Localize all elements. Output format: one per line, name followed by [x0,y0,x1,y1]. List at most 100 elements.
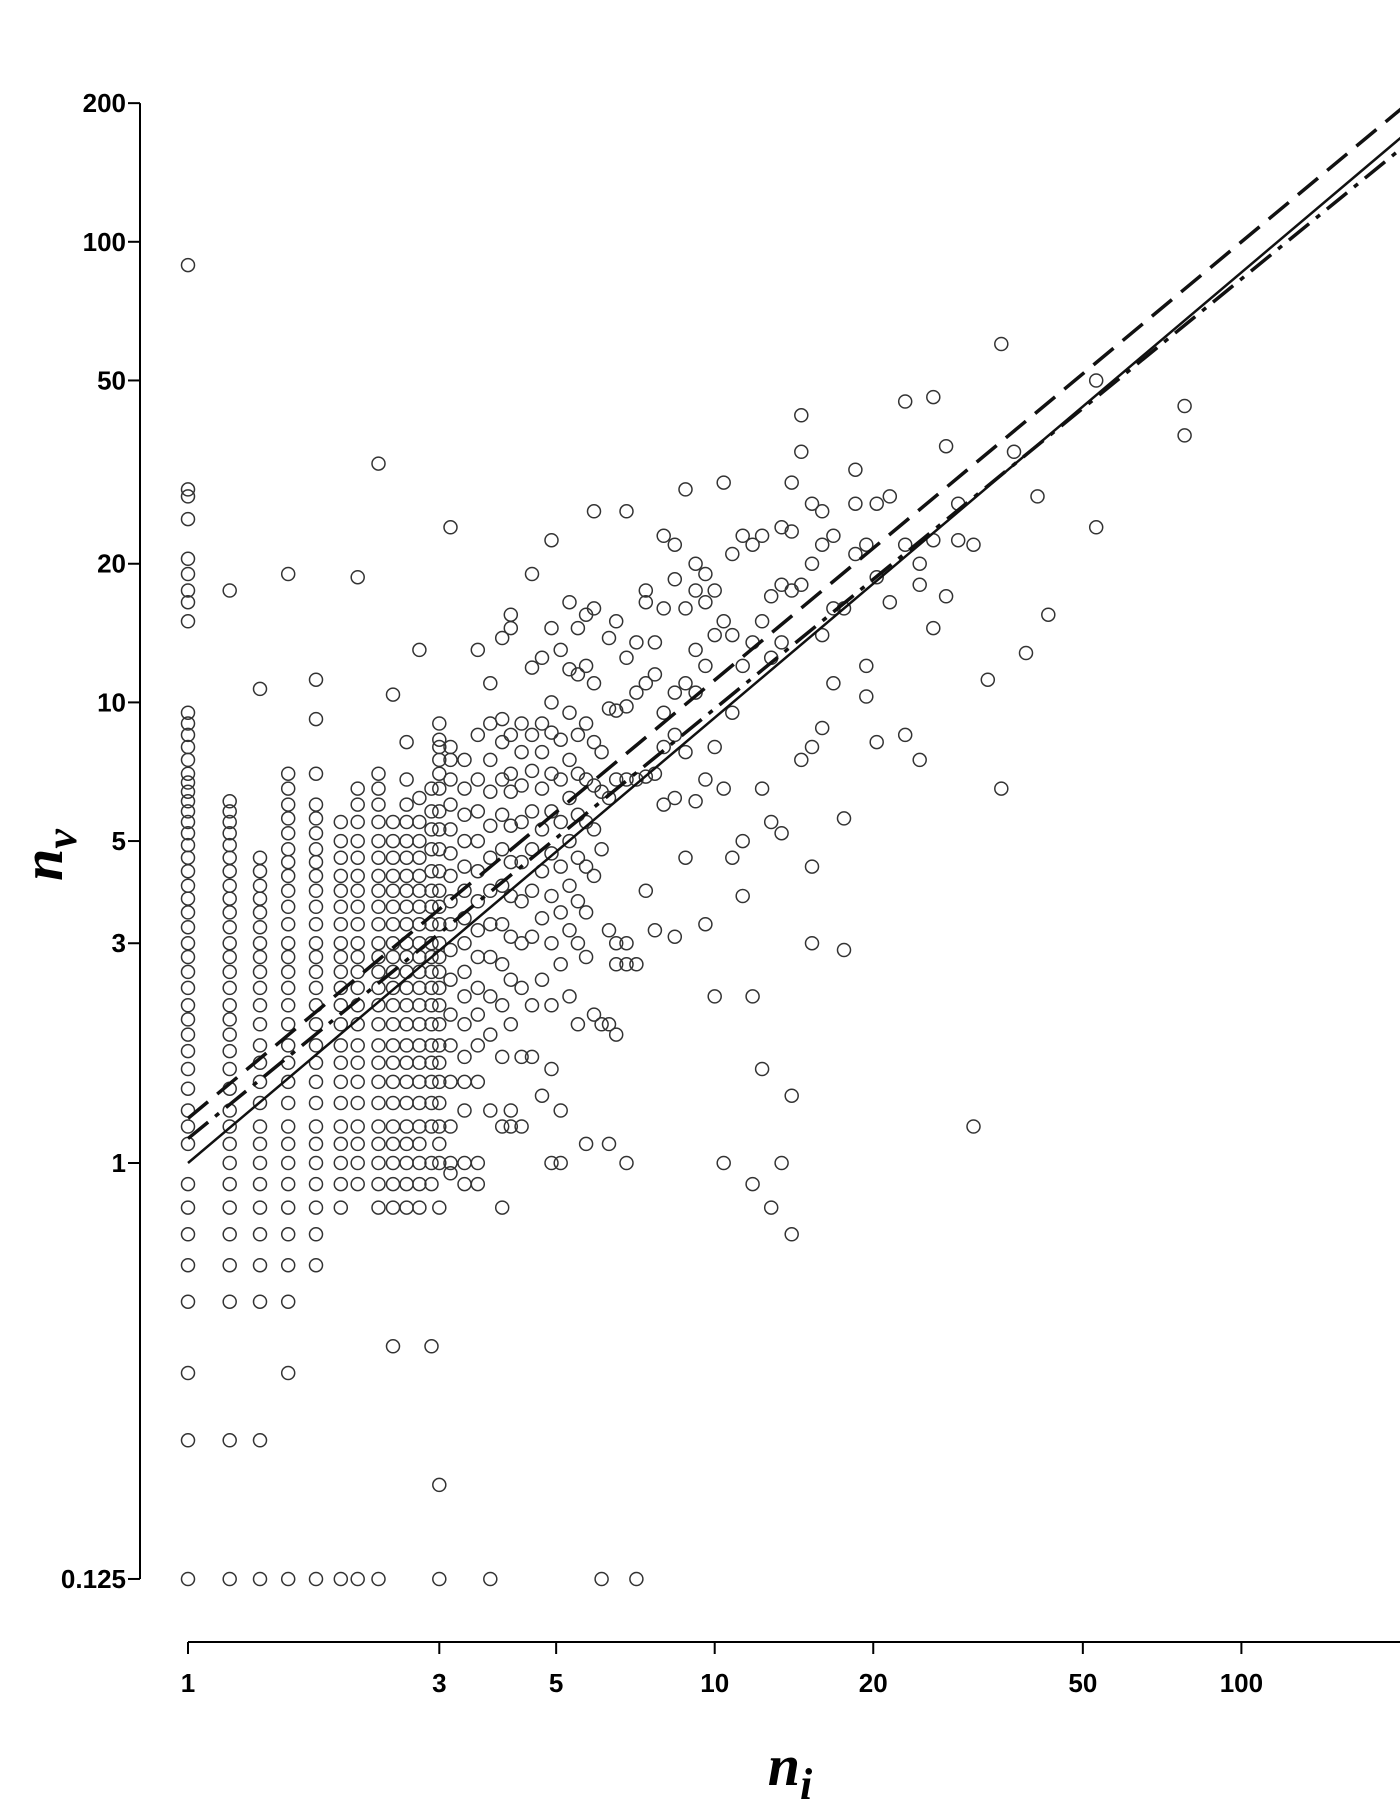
data-point [586,601,602,616]
data-point [814,627,830,643]
data-point [371,814,386,830]
data-point [424,863,439,879]
data-point [601,630,617,646]
data-point [280,916,296,932]
data-point [503,1103,519,1118]
data-point [371,883,386,899]
data-point [371,1176,386,1192]
data-point [412,642,427,658]
data-point [647,923,663,938]
data-point [1018,645,1034,661]
data-point [619,957,634,972]
data-point [814,537,830,552]
data-point [570,620,586,636]
data-point [483,916,498,932]
data-point [754,528,770,544]
data-point [470,1007,486,1022]
data-point [432,1477,447,1493]
data-point [412,1136,427,1152]
data-point [371,1571,386,1587]
data-point [457,1103,472,1118]
data-point [399,1074,414,1090]
data-point [371,1119,386,1134]
data-point [180,1227,196,1242]
data-point [280,811,296,826]
data-point [308,1074,324,1090]
data-point [534,744,550,760]
data-point [412,916,427,932]
data-point [443,1166,458,1181]
data-point [638,883,654,899]
data-point [350,850,365,865]
data-point [385,1339,401,1354]
data-point [470,923,486,938]
data-point [432,1136,447,1152]
data-point [707,989,722,1004]
data-point [308,1095,324,1111]
data-point [494,1200,510,1215]
data-point [424,841,439,857]
data-point [483,1103,498,1118]
data-point [222,980,237,996]
data-point [333,1055,349,1071]
data-point [280,1176,296,1192]
data-point [412,1074,427,1090]
data-point [457,989,472,1004]
data-point [371,964,386,980]
data-point [280,1571,296,1587]
data-point [222,850,237,865]
data-point [424,781,439,796]
data-point [1177,398,1192,414]
data-point [385,814,401,830]
data-point [180,980,196,996]
data-point [280,841,296,857]
data-point [570,667,586,682]
data-points [180,257,1192,1587]
data-point [424,804,439,819]
data-point [667,685,683,700]
x-tick-label: 10 [700,1668,729,1698]
data-point [371,833,386,849]
data-point [443,846,458,861]
data-point [698,916,713,932]
data-point [432,732,447,747]
data-point [553,772,568,787]
data-point [707,627,722,643]
data-point [180,949,196,965]
data-point [804,556,820,571]
data-point [784,1088,799,1103]
data-point [457,1176,472,1192]
x-axis-title: ni [768,1733,813,1800]
data-point [371,850,386,865]
data-point [494,841,510,857]
data-point [503,784,519,799]
data-point [869,569,884,585]
data-point [280,566,296,582]
data-point [412,1155,427,1171]
data-point [534,1088,550,1103]
data-point [594,1017,609,1032]
data-point [470,1038,486,1053]
data-point [638,594,654,610]
data-point [483,1027,498,1042]
data-point [524,1049,540,1065]
data-point [308,964,324,980]
data-point [350,833,365,849]
data-point [594,744,609,760]
data-point [280,1257,296,1273]
data-point [647,667,663,682]
data-point [308,1257,324,1273]
data-point [544,725,559,740]
data-point [350,1095,365,1111]
data-point [333,899,349,915]
data-point [350,1074,365,1090]
data-point [443,797,458,812]
data-point [912,556,927,571]
data-point [399,1055,414,1071]
data-point [308,883,324,899]
data-point [412,1200,427,1215]
data-point [608,772,624,787]
data-point [553,642,568,658]
data-point [1006,444,1022,460]
data-point [371,456,386,471]
